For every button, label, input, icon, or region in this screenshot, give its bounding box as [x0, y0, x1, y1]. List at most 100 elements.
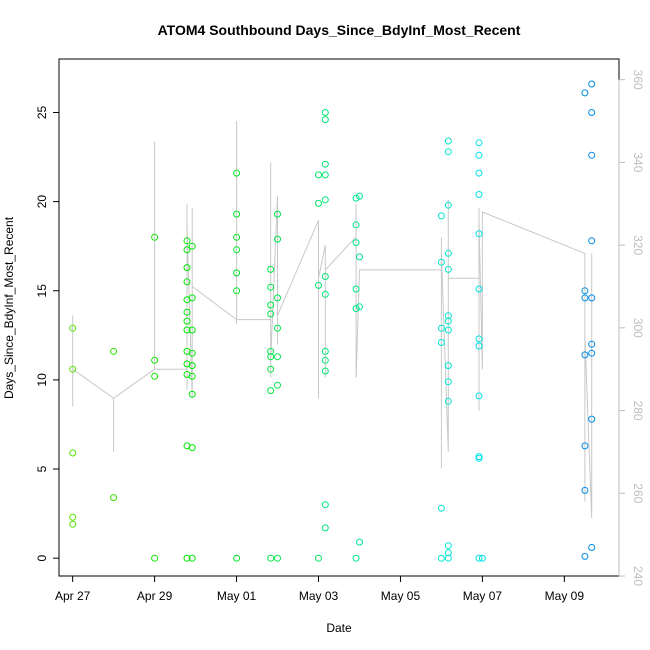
- data-point: [588, 349, 596, 357]
- data-point: [356, 253, 363, 261]
- data-point: [274, 210, 281, 218]
- data-point: [475, 454, 483, 462]
- data-point: [352, 285, 360, 293]
- data-point: [444, 326, 452, 334]
- data-point: [321, 273, 329, 280]
- data-point: [444, 317, 452, 325]
- data-point: [183, 326, 191, 334]
- data-point: [475, 191, 483, 198]
- secondary-y-axis: 240 260 280 300 320 340 360: [618, 70, 645, 586]
- data-point: [581, 351, 589, 359]
- data-point: [183, 264, 191, 272]
- data-point: [233, 246, 241, 254]
- data-point: [233, 269, 241, 277]
- y2-tick-label: 360: [631, 70, 645, 90]
- data-point: [267, 387, 275, 395]
- data-point: [437, 504, 445, 512]
- data-point: [588, 340, 596, 348]
- data-point: [321, 171, 329, 179]
- data-point: [321, 290, 329, 298]
- data-point: [233, 554, 241, 562]
- data-point: [69, 520, 77, 528]
- data-point: [475, 335, 483, 343]
- data-point: [183, 237, 191, 245]
- data-point: [315, 199, 322, 207]
- data-points-layer: [69, 80, 596, 562]
- y-axis: 0 5 10 15 20 25: [35, 105, 60, 562]
- data-point: [321, 116, 329, 124]
- x-axis: Apr 27 Apr 29 May 01 May 03 May 05 May 07 May …: [55, 575, 584, 603]
- data-point: [274, 554, 281, 562]
- data-point: [267, 283, 275, 291]
- plot-frame: [58, 58, 620, 577]
- data-point: [581, 89, 589, 97]
- data-point: [475, 151, 483, 159]
- data-point: [267, 265, 275, 273]
- y2-tick-label: 260: [631, 483, 645, 503]
- y2-tick-label: 340: [631, 152, 645, 172]
- data-point: [321, 356, 329, 364]
- data-point: [267, 353, 275, 361]
- x-tick-label: May 01: [217, 589, 257, 603]
- data-point: [444, 137, 452, 145]
- data-point: [588, 80, 596, 88]
- x-tick-label: May 03: [299, 589, 339, 603]
- data-point: [475, 554, 483, 562]
- data-point: [233, 169, 241, 177]
- data-point: [475, 342, 483, 350]
- data-point: [475, 392, 483, 400]
- data-point: [444, 378, 452, 386]
- data-point: [321, 524, 329, 532]
- data-point: [321, 109, 329, 116]
- data-point: [188, 390, 196, 398]
- data-point: [475, 230, 483, 238]
- y2-tick-label: 320: [631, 235, 645, 255]
- data-point: [274, 324, 281, 332]
- data-point: [588, 109, 596, 116]
- data-point: [444, 148, 452, 156]
- data-point: [315, 281, 322, 289]
- data-point: [321, 347, 329, 355]
- x-tick-label: May 05: [381, 589, 421, 603]
- data-point: [321, 196, 329, 204]
- data-point: [356, 303, 363, 311]
- data-point: [444, 312, 452, 320]
- data-point: [321, 501, 329, 509]
- data-point: [444, 549, 452, 557]
- data-point: [581, 294, 589, 302]
- data-point: [188, 372, 196, 380]
- data-point: [267, 554, 275, 562]
- data-point: [581, 287, 589, 295]
- data-point: [183, 246, 191, 254]
- secondary-series-line-layer: [72, 121, 593, 519]
- data-point: [444, 265, 452, 273]
- x-tick-label: May 07: [463, 589, 503, 603]
- data-point: [151, 372, 159, 380]
- y-tick-label: 25: [35, 105, 49, 119]
- data-point: [352, 305, 360, 313]
- data-point: [188, 444, 196, 452]
- data-point: [444, 397, 452, 405]
- x-axis-label: Date: [326, 621, 352, 635]
- data-point: [151, 233, 159, 241]
- data-point: [437, 324, 445, 332]
- data-point: [315, 554, 322, 562]
- data-point: [356, 192, 363, 200]
- data-point: [233, 287, 241, 295]
- chart-title: ATOM4 Southbound Days_Since_BdyInf_Most_…: [158, 22, 521, 38]
- data-point: [478, 554, 486, 562]
- data-point: [188, 554, 196, 562]
- data-point: [233, 233, 241, 241]
- data-point: [110, 347, 118, 355]
- y-tick-label: 15: [35, 284, 49, 298]
- data-point: [444, 249, 452, 257]
- data-point: [233, 210, 241, 218]
- data-point: [188, 362, 196, 370]
- data-point: [183, 308, 191, 316]
- y2-tick-label: 280: [631, 401, 645, 421]
- data-point: [69, 324, 77, 332]
- data-point: [267, 347, 275, 355]
- y-tick-label: 20: [35, 195, 49, 209]
- y-axis-label: Days_Since_BdyInf_Most_Recent: [2, 216, 16, 399]
- data-point: [444, 542, 452, 550]
